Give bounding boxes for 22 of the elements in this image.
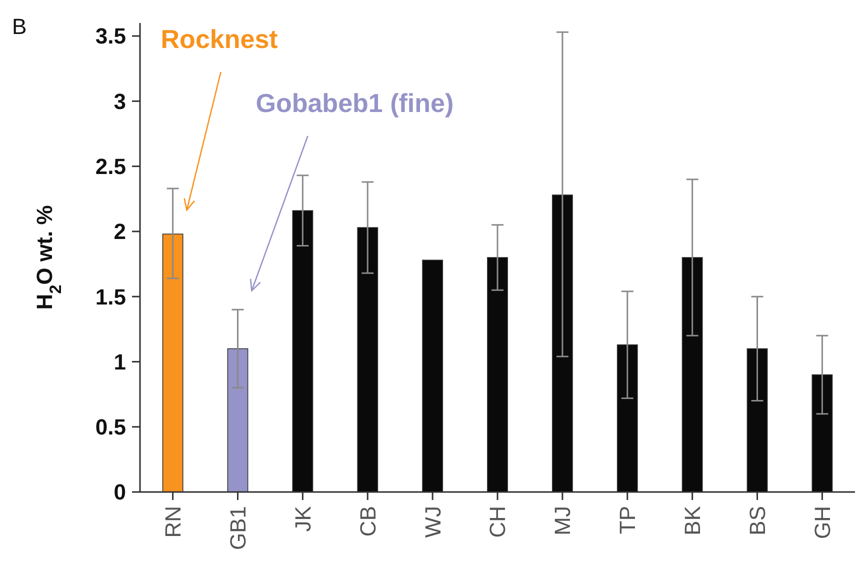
x-tick-label: JK xyxy=(290,506,316,532)
x-tick-label: CB xyxy=(355,506,380,537)
x-tick-label: GB1 xyxy=(225,506,250,550)
y-tick-label: 2.5 xyxy=(95,154,126,180)
y-tick-label: 3 xyxy=(114,88,126,114)
x-tick-label: GH xyxy=(810,506,835,539)
x-tick-label: CH xyxy=(485,506,510,538)
x-tick-label: TP xyxy=(615,506,640,534)
x-tick-label: RN xyxy=(160,506,186,538)
x-tick-label: BS xyxy=(744,506,770,536)
y-tick-label: 1 xyxy=(114,349,126,374)
x-tick-label: BK xyxy=(680,506,706,536)
text: B xyxy=(12,14,27,39)
y-tick-label: 0 xyxy=(114,480,126,505)
y-tick-label: 3.5 xyxy=(95,24,126,49)
annotation: Gobabeb1 (fine) xyxy=(256,88,454,118)
x-tick-label: WJ xyxy=(420,506,446,538)
annotation: Rocknest xyxy=(160,24,278,54)
y-tick-label: 1.5 xyxy=(95,284,126,310)
y-tick-label: 0.5 xyxy=(95,414,126,440)
y-tick-label: 2 xyxy=(114,219,126,244)
x-tick-label: MJ xyxy=(550,506,576,536)
